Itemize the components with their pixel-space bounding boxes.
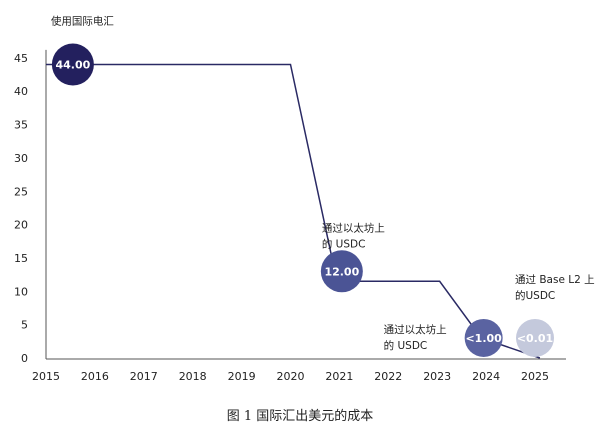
x-tick-label: 2025 [521, 370, 549, 383]
series-line [46, 63, 541, 359]
x-tick-label: 2018 [179, 370, 207, 383]
y-tick-label: 15 [14, 252, 28, 265]
y-tick-label: 45 [14, 52, 28, 65]
data-bubble [51, 43, 94, 86]
y-tick-label: 10 [14, 285, 28, 298]
x-tick-label: 2016 [81, 370, 109, 383]
x-tick-label: 2021 [325, 370, 353, 383]
y-tick-label: 35 [14, 119, 28, 132]
annotation: 的 USDC [384, 339, 428, 352]
x-tick-label: 2017 [130, 370, 158, 383]
annotation: 的 USDC [322, 237, 366, 250]
bubble-label: <1.00 [465, 332, 502, 345]
data-bubble [320, 250, 363, 293]
y-tick-label: 5 [21, 319, 28, 332]
y-tick-label: 20 [14, 219, 28, 232]
x-tick-label: 2019 [228, 370, 256, 383]
bubble-label: <0.01 [517, 332, 553, 345]
x-tick-label: 2022 [374, 370, 402, 383]
annotation: 通过以太坊上 [384, 323, 447, 336]
x-tick-label: 2020 [277, 370, 305, 383]
x-tick-label: 2015 [32, 370, 60, 383]
annotation: 的USDC [515, 289, 555, 302]
data-bubble [464, 318, 503, 357]
y-tick-label: 0 [21, 352, 28, 365]
x-tick-label: 2023 [423, 370, 451, 383]
y-tick-label: 40 [14, 85, 28, 98]
x-tick-label: 2024 [472, 370, 500, 383]
bubble-label: 44.00 [55, 59, 90, 72]
data-bubble [516, 318, 554, 357]
annotation: 使用国际电汇 [51, 15, 114, 28]
bubble-label: 12.00 [324, 265, 359, 278]
figure-caption: 图 1 国际汇出美元的成本 [226, 409, 374, 424]
y-tick-label: 30 [14, 152, 28, 165]
annotation: 通过 Base L2 上 [515, 273, 595, 286]
annotation: 通过以太坊上 [322, 221, 385, 234]
y-tick-label: 25 [14, 185, 28, 198]
